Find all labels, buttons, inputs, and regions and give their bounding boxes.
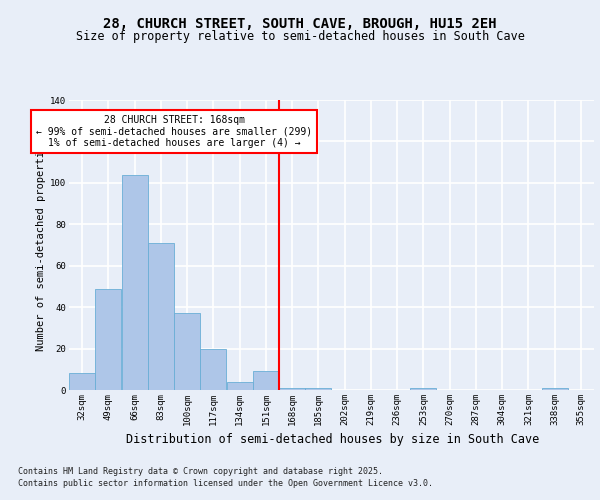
Bar <box>95 288 121 390</box>
Text: Contains HM Land Registry data © Crown copyright and database right 2025.: Contains HM Land Registry data © Crown c… <box>18 468 383 476</box>
Bar <box>148 243 174 390</box>
Bar <box>253 372 279 390</box>
Bar <box>227 382 253 390</box>
Bar <box>305 388 331 390</box>
Text: Distribution of semi-detached houses by size in South Cave: Distribution of semi-detached houses by … <box>127 432 539 446</box>
Bar <box>200 348 226 390</box>
Bar <box>410 388 436 390</box>
Bar <box>122 174 148 390</box>
Text: 28, CHURCH STREET, SOUTH CAVE, BROUGH, HU15 2EH: 28, CHURCH STREET, SOUTH CAVE, BROUGH, H… <box>103 18 497 32</box>
Bar <box>279 388 305 390</box>
Bar <box>542 388 568 390</box>
Y-axis label: Number of semi-detached properties: Number of semi-detached properties <box>36 138 46 352</box>
Bar <box>69 374 95 390</box>
Text: 28 CHURCH STREET: 168sqm
← 99% of semi-detached houses are smaller (299)
1% of s: 28 CHURCH STREET: 168sqm ← 99% of semi-d… <box>36 114 312 148</box>
Text: Size of property relative to semi-detached houses in South Cave: Size of property relative to semi-detach… <box>76 30 524 43</box>
Text: Contains public sector information licensed under the Open Government Licence v3: Contains public sector information licen… <box>18 479 433 488</box>
Bar <box>174 314 200 390</box>
